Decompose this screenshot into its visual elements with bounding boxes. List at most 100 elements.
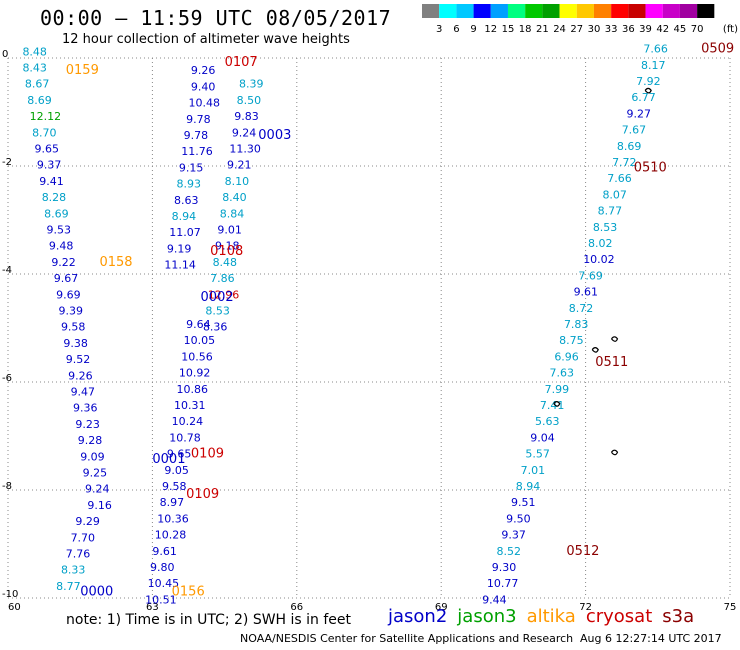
map-subtitle: 12 hour collection of altimeter wave hei… [62,32,350,47]
swh-reading: 8.40 [222,191,247,204]
swh-reading: 7.92 [636,75,661,88]
legend-altika: altika [526,606,576,627]
colorbar-swatch [439,4,457,18]
swh-reading: 9.29 [75,515,100,528]
swh-reading: 8.53 [593,221,618,234]
swh-reading: 9.19 [167,242,192,255]
colorbar-swatch [593,4,612,18]
swh-reading: 8.52 [497,545,522,558]
colorbar-swatch [542,4,560,18]
swh-reading: 9.37 [501,529,526,542]
track-id-label: 0002 [201,290,234,305]
swh-reading: 7.69 [578,269,603,282]
swh-reading: 10.24 [172,415,204,428]
swh-reading: 8.97 [160,496,185,509]
legend-cryosat: cryosat [585,606,653,627]
swh-reading: 8.48 [213,256,238,269]
swh-reading: 9.78 [184,129,209,142]
swh-reading: 8.33 [61,564,86,577]
swh-reading: 10.31 [174,399,206,412]
swh-reading: 9.41 [39,175,64,188]
swh-reading: 7.63 [550,367,575,380]
colorbar-tick-label: 21 [536,24,549,35]
swh-reading: 8.70 [32,126,57,139]
x-tick-label: 72 [579,602,592,610]
colorbar-tick-label: 24 [553,24,566,35]
track-id-label: 0158 [99,255,132,270]
colorbar-swatch [473,4,491,18]
y-tick-label: -2 [2,157,12,168]
swh-reading: 9.80 [150,561,175,574]
swh-reading: 9.50 [506,512,531,525]
colorbar-swatch [662,4,680,18]
swh-reading: 9.18 [215,240,240,253]
island-outline [611,336,619,342]
swh-reading: 9.04 [530,431,555,444]
x-tick-label: 60 [8,602,21,610]
track-id-label: 0156 [172,584,205,599]
swh-reading: 9.67 [54,272,79,285]
colorbar-swatch [679,4,698,18]
swh-reading: 9.28 [78,434,103,447]
swh-reading: 9.21 [227,159,252,172]
swh-reading: 9.64 [186,318,211,331]
colorbar-swatch [490,4,508,18]
swh-reading: 8.69 [617,140,642,153]
swh-reading: 11.14 [164,259,196,272]
colorbar-tick-label: 27 [570,24,583,35]
swh-reading: 7.66 [607,172,632,185]
track-id-label: 0107 [225,55,258,70]
wave-height-map: 60 63 66 69 72 75 0 -2 -4 -6 -8 -10 8.48 8.43 8.67 8.69… [2,42,737,610]
colorbar-swatch [525,4,543,18]
swh-reading: 7.41 [540,399,565,412]
swh-reading: 9.47 [71,386,96,399]
swh-reading: 11.30 [229,143,261,156]
y-tick-label: -10 [2,589,18,600]
colorbar-tick-label: 30 [588,24,601,35]
swh-reading: 10.28 [155,529,187,542]
colorbar-tick-label: 15 [502,24,515,35]
colorbar-tick-label: 6 [453,24,459,35]
swh-reading: 7.99 [545,383,570,396]
swh-reading: 8.63 [174,194,199,207]
track-id-label: 0511 [595,355,628,370]
swh-reading: 9.61 [574,286,599,299]
x-tick-label: 75 [724,602,737,610]
legend-jason2: jason2 [388,606,448,627]
swh-reading: 8.67 [25,78,49,91]
swh-reading: 11.76 [181,145,213,158]
track-id-label: 0108 [210,244,243,259]
colorbar-swatch [559,4,577,18]
colorbar-tick-label: 33 [605,24,618,35]
swh-reading: 8.75 [559,334,584,347]
swh-reading: 8.39 [239,78,263,91]
swh-reading: 8.94 [516,480,541,493]
colorbar-tick-label: 9 [470,24,476,35]
swh-reading: 5.63 [535,415,560,428]
swh-reading: 10.05 [184,334,216,347]
colorbar-unit: (ft) [723,24,738,35]
swh-reading: 9.65 [167,448,192,461]
swh-reading: 9.24 [85,483,110,496]
swh-reading: 8.36 [203,321,228,334]
swh-reading: 9.40 [191,80,216,93]
swh-reading: 9.44 [482,593,507,606]
colorbar: 3 6 9 12 15 18 21 24 27 30 33 36 39 42 45 70 (ft) [422,4,738,35]
map-title: 00:00 – 11:59 UTC 08/05/2017 [40,6,392,30]
swh-reading: 8.94 [172,210,197,223]
swh-reading: 10.51 [145,593,177,606]
swh-reading: 8.77 [56,580,80,593]
swh-reading: 9.48 [49,240,73,253]
swh-reading: 10.77 [487,577,518,590]
colorbar-swatch [422,4,440,18]
swh-reading: 10.02 [583,253,615,266]
swh-reading: 10.92 [179,367,211,380]
island-outline [611,449,619,456]
colorbar-tick-label: 70 [691,24,704,35]
swh-reading: 6.96 [554,350,579,363]
swh-reading: 9.69 [56,288,80,301]
swh-reading: 9.53 [47,224,72,237]
swh-reading: 7.86 [210,272,235,285]
swh-reading: 8.43 [22,62,47,75]
y-tick-label: 0 [2,49,8,60]
